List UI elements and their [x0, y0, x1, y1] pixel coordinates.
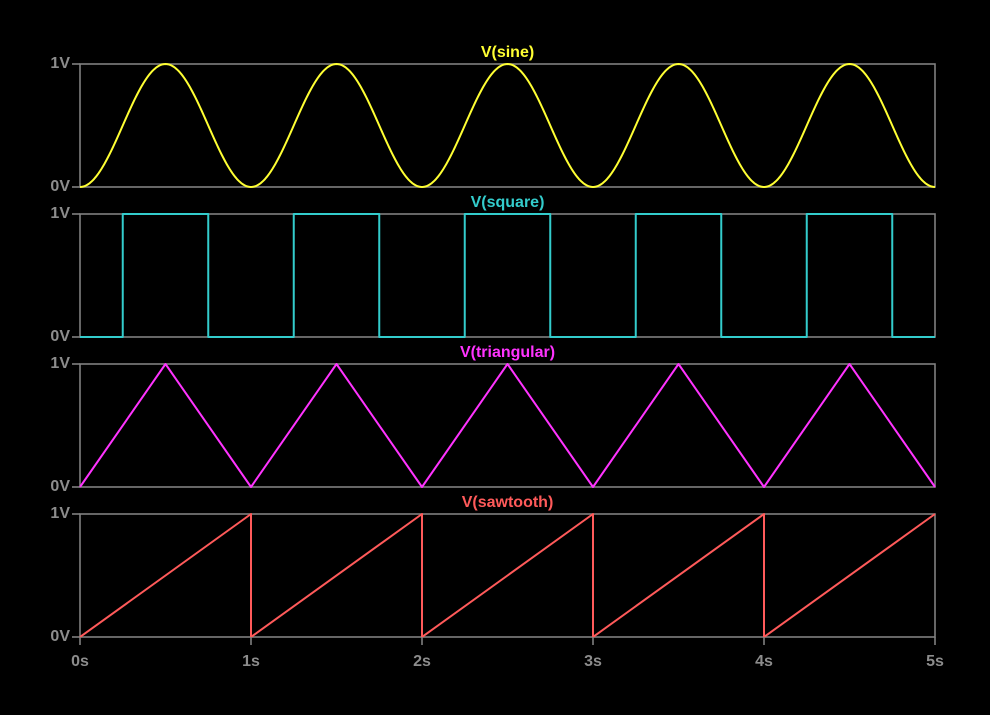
- y-tick-label: 0V: [50, 478, 70, 495]
- y-tick-label: 1V: [50, 355, 70, 372]
- y-tick-label: 0V: [50, 328, 70, 345]
- series-title: V(square): [471, 194, 545, 211]
- series-line: [80, 213, 935, 338]
- x-tick-label: 4s: [755, 653, 773, 670]
- series-title: V(sine): [481, 44, 534, 61]
- panel-3: 1V 0V V(triangular): [50, 344, 936, 495]
- panel-4: 1V 0V V(sawtooth) 0s 1s 2s 3s 4s 5s: [50, 494, 944, 670]
- y-tick-label: 0V: [50, 178, 70, 195]
- y-tick-label: 1V: [50, 55, 70, 72]
- x-tick-label: 1s: [242, 653, 260, 670]
- series-title: V(sawtooth): [462, 494, 554, 511]
- series-line: [79, 363, 936, 488]
- panel-1: 1V 0V V(sine): [50, 44, 936, 195]
- y-tick-label: 1V: [50, 505, 70, 522]
- series-line: [79, 513, 936, 638]
- x-tick-label: 0s: [71, 653, 89, 670]
- y-tick-label: 0V: [50, 628, 70, 645]
- y-tick-label: 1V: [50, 205, 70, 222]
- x-tick-label: 3s: [584, 653, 602, 670]
- plot-frame: [79, 513, 936, 638]
- x-tick-label: 2s: [413, 653, 431, 670]
- series-title: V(triangular): [460, 344, 555, 361]
- panel-2: 1V 0V V(square): [50, 194, 936, 345]
- x-tick-label: 5s: [926, 653, 944, 670]
- series-line: [79, 63, 936, 188]
